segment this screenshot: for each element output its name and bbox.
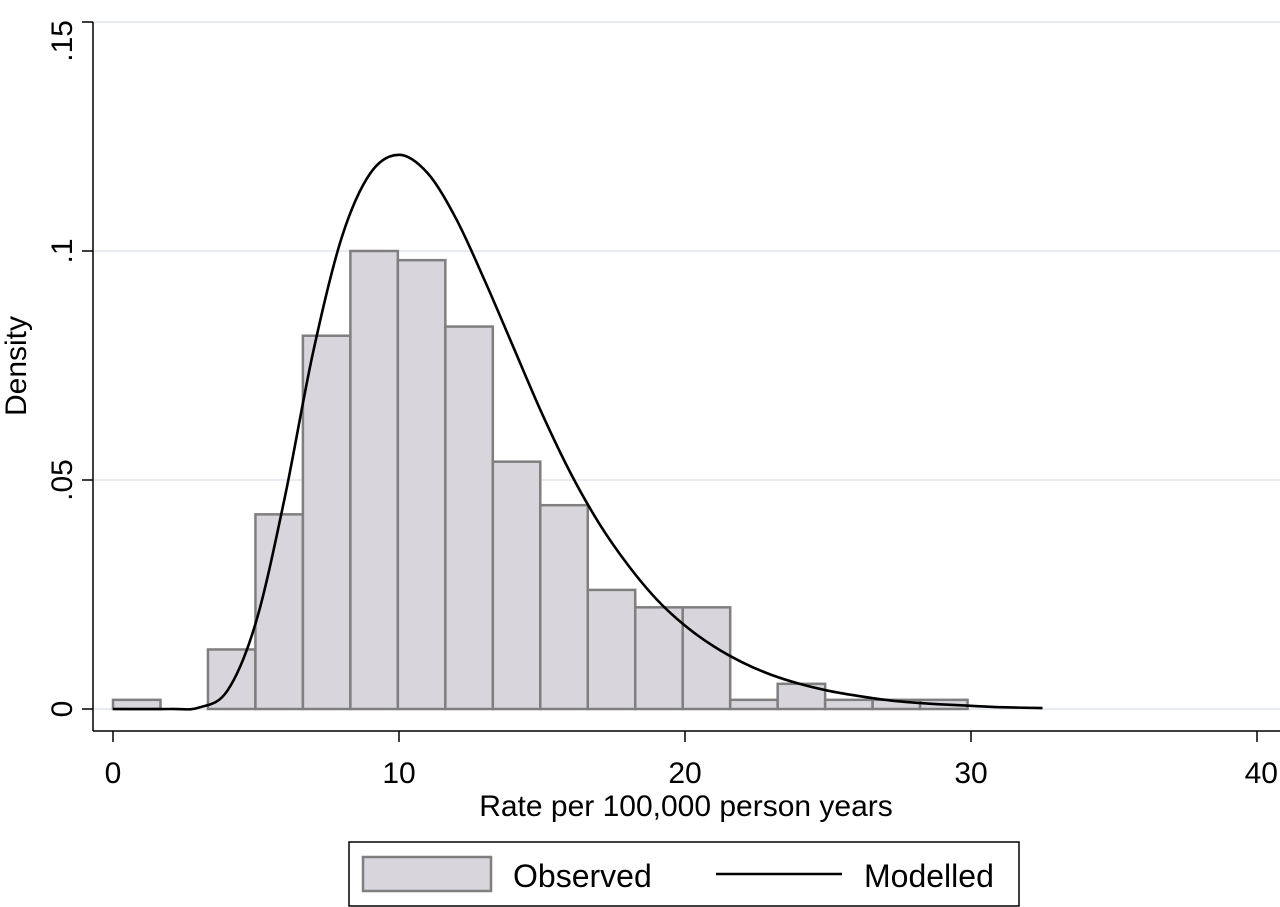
histogram-bar-0 <box>111 698 162 711</box>
histogram-bar-11 <box>633 606 684 711</box>
axes <box>92 22 1280 732</box>
histogram-bar-12 <box>681 606 732 711</box>
legend-swatch-observed <box>361 855 493 893</box>
histogram-bar-8 <box>491 460 542 711</box>
histogram-bar-9 <box>539 503 590 711</box>
x-tick-label-2: 20 <box>668 757 701 790</box>
x-tick-label-1: 10 <box>382 757 415 790</box>
legend-label-observed: Observed <box>513 858 652 894</box>
histogram-bars <box>111 249 969 711</box>
histogram-bar-13 <box>728 698 779 711</box>
x-tick-label-0: 0 <box>105 757 122 790</box>
histogram-bar-4 <box>301 334 352 711</box>
x-tick-label-3: 30 <box>954 757 987 790</box>
legend-label-modelled: Modelled <box>864 858 994 894</box>
histogram-bar-10 <box>586 588 637 711</box>
y-tick-label-3: .15 <box>46 20 79 62</box>
histogram-bar-3 <box>254 513 305 711</box>
histogram-bar-15 <box>823 698 874 711</box>
y-axis-title: Density <box>0 316 33 416</box>
histogram-bar-2 <box>206 648 257 711</box>
histogram-bar-7 <box>444 325 495 711</box>
y-tick-label-0: 0 <box>46 701 79 718</box>
histogram-bar-6 <box>396 258 447 711</box>
y-tick-label-1: .05 <box>46 459 79 501</box>
modelled-curve <box>112 153 1043 711</box>
y-axis-ticks: 0 .05 .1 .15 <box>46 20 93 717</box>
histogram-bar-5 <box>349 249 400 711</box>
x-tick-label-4: 40 <box>1245 757 1278 790</box>
y-tick-label-2: .1 <box>46 238 79 263</box>
legend: Observed Modelled <box>348 841 1020 907</box>
x-axis-title: Rate per 100,000 person years <box>479 790 893 823</box>
x-axis-ticks: 0 10 20 30 40 <box>105 731 1278 790</box>
